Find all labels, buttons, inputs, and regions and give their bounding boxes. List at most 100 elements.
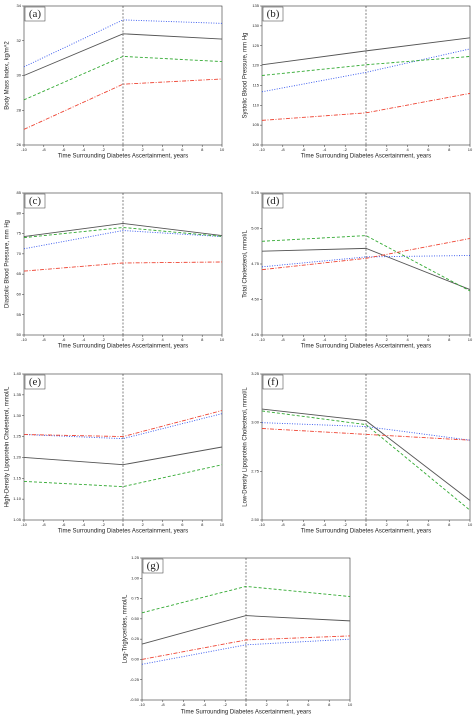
y-tick-label: 70 (17, 251, 22, 256)
panel-label-box (142, 558, 164, 574)
x-tick-label: 6 (427, 337, 430, 342)
y-tick-label: 75 (17, 231, 22, 236)
series-line (141, 585, 351, 614)
series-line (23, 55, 223, 101)
x-tick-label: -4 (323, 337, 327, 342)
x-tick-label: -6 (302, 522, 306, 527)
y-tick-label: 110 (253, 102, 260, 107)
x-axis-label: Time Surrounding Diabetes Ascertainment,… (301, 529, 432, 535)
x-tick-label: -10 (21, 337, 28, 342)
series-line (261, 247, 471, 290)
x-tick-label: -8 (281, 147, 285, 152)
panel-label-box (24, 374, 46, 390)
x-tick-label: 8 (328, 702, 331, 707)
x-tick-label: -8 (281, 337, 285, 342)
x-tick-label: 4 (161, 522, 164, 527)
x-tick-label: 0 (122, 337, 125, 342)
panel-label-box (24, 6, 46, 22)
series-line (141, 615, 351, 645)
x-tick-label: -8 (42, 337, 46, 342)
series-line (23, 33, 223, 76)
x-tick-label: 4 (406, 522, 409, 527)
x-tick-label: 8 (201, 522, 204, 527)
x-tick-label: 8 (448, 337, 451, 342)
y-tick-label: 4.50 (251, 297, 260, 302)
x-tick-label: 8 (448, 522, 451, 527)
y-tick-label: 0.25 (131, 636, 140, 641)
x-tick-label: 0 (122, 147, 125, 152)
x-tick-label: -6 (302, 337, 306, 342)
x-tick-label: -2 (101, 337, 105, 342)
y-tick-label: 1.05 (13, 517, 22, 522)
panel-label: (d) (267, 195, 280, 207)
series-line (261, 408, 471, 501)
x-axis-label: Time Surrounding Diabetes Ascertainment,… (301, 154, 432, 160)
x-tick-label: 4 (406, 337, 409, 342)
y-tick-label: 1.00 (131, 575, 140, 580)
y-tick-label: 2.75 (251, 468, 260, 473)
x-tick-label: 0 (365, 337, 368, 342)
x-tick-label: 4 (161, 337, 164, 342)
y-tick-label: 65 (17, 271, 22, 276)
x-axis-label: Time Surrounding Diabetes Ascertainment,… (58, 154, 189, 160)
panel-label-box (262, 6, 284, 22)
x-tick-label: 6 (427, 147, 430, 152)
y-tick-label: 135 (252, 3, 259, 8)
y-tick-label: 1.10 (13, 496, 22, 501)
y-tick-label: 3.25 (251, 371, 260, 376)
y-axis-label: Total Cholesterol, mmol/L (243, 229, 249, 297)
series-line (261, 48, 471, 93)
x-tick-label: -6 (62, 337, 66, 342)
x-tick-label: 4 (406, 147, 409, 152)
x-tick-label: 2 (386, 147, 389, 152)
x-tick-label: -10 (259, 522, 266, 527)
y-tick-label: 50 (17, 332, 22, 337)
y-axis-label: Log-Triglycerides, mmol/L (123, 594, 129, 663)
y-tick-label: 1.25 (131, 555, 140, 560)
x-tick-label: 2 (142, 522, 145, 527)
y-axis-label: Low-Density Lipoprotein Cholesterol, mmo… (243, 387, 249, 507)
x-tick-label: 6 (181, 522, 184, 527)
x-tick-label: -10 (21, 147, 28, 152)
x-tick-label: -2 (343, 337, 347, 342)
x-tick-label: -4 (82, 337, 86, 342)
x-tick-label: 2 (142, 147, 145, 152)
y-tick-label: 0.00 (131, 656, 140, 661)
y-tick-label: 30 (17, 73, 22, 78)
x-tick-label: -4 (82, 522, 86, 527)
series-line (261, 237, 471, 271)
x-tick-label: -4 (82, 147, 86, 152)
x-tick-label: 6 (181, 147, 184, 152)
x-tick-label: -10 (21, 522, 28, 527)
y-axis-label: High-Density Lipoprotein Cholesterol, mm… (5, 386, 11, 507)
x-tick-label: 0 (365, 147, 368, 152)
x-tick-label: 10 (468, 147, 473, 152)
y-tick-label: 4.75 (251, 261, 260, 266)
y-tick-label: 0.50 (131, 616, 140, 621)
y-tick-label: 85 (17, 190, 22, 195)
series-line (23, 230, 223, 250)
x-tick-label: -4 (323, 522, 327, 527)
y-tick-label: 1.15 (13, 475, 22, 480)
y-tick-label: 3.00 (251, 420, 260, 425)
x-tick-label: -8 (281, 522, 285, 527)
x-tick-label: 2 (386, 522, 389, 527)
series-line (23, 227, 223, 239)
panel-label-box (262, 193, 284, 209)
x-axis-label: Time Surrounding Diabetes Ascertainment,… (58, 529, 189, 535)
series-line (23, 19, 223, 68)
y-tick-label: -0.25 (130, 677, 140, 682)
y-tick-label: 55 (17, 312, 22, 317)
series-line (261, 92, 471, 121)
y-tick-label: 120 (252, 63, 259, 68)
series-line (261, 235, 471, 292)
y-tick-label: 125 (252, 43, 259, 48)
series-line (23, 410, 223, 438)
x-tick-label: 10 (468, 522, 473, 527)
x-tick-label: -2 (343, 522, 347, 527)
x-tick-label: 10 (348, 702, 353, 707)
x-tick-label: 8 (201, 337, 204, 342)
x-tick-label: 2 (142, 337, 145, 342)
x-tick-label: 10 (220, 337, 225, 342)
x-tick-label: 2 (386, 337, 389, 342)
